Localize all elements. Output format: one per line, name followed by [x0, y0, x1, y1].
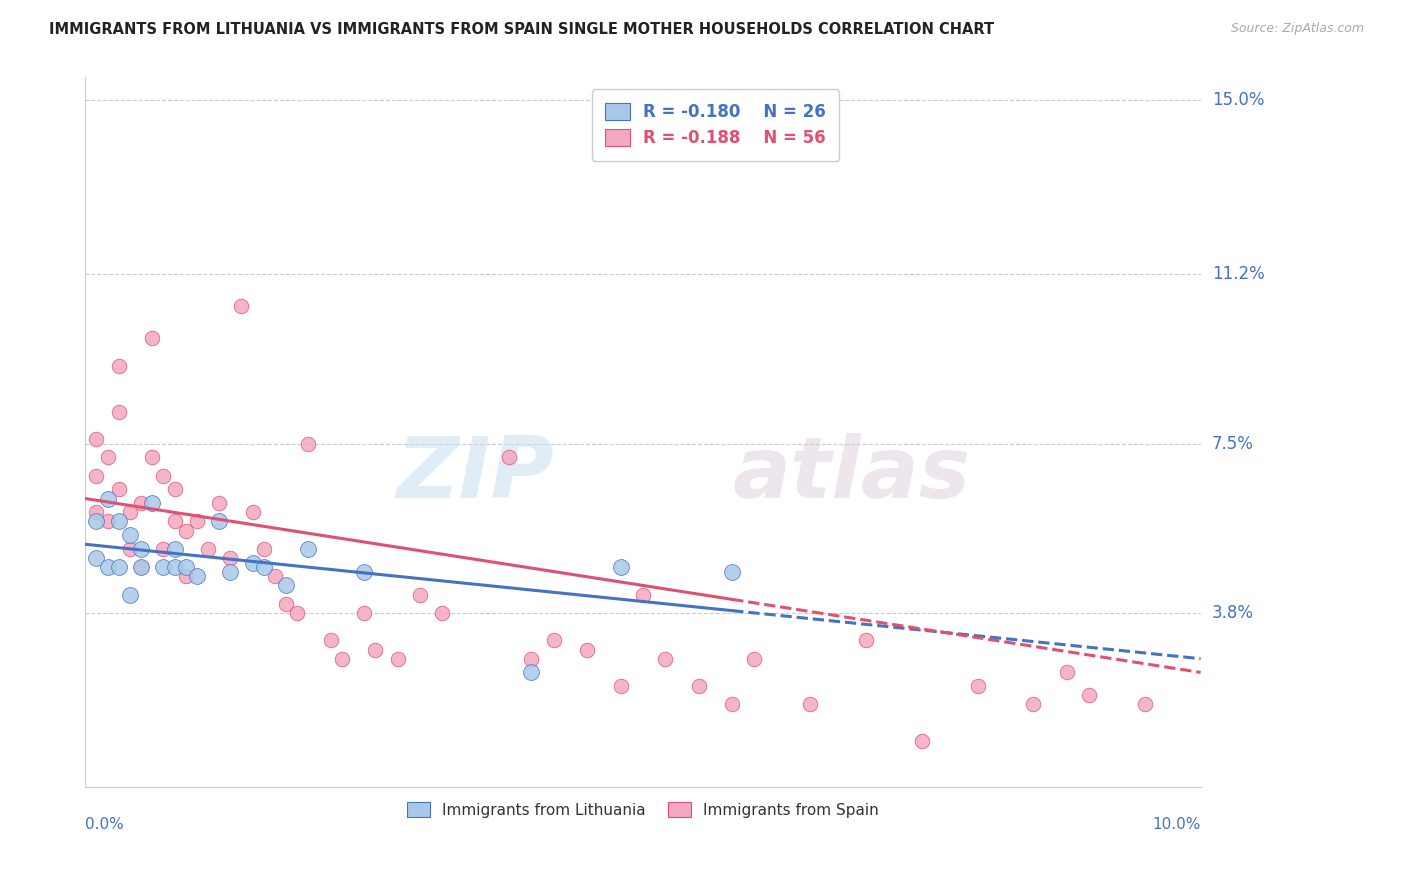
Point: [297, 436, 319, 450]
Point: [208, 496, 231, 510]
Point: [520, 651, 543, 665]
Point: [219, 565, 242, 579]
Point: [285, 606, 308, 620]
Text: IMMIGRANTS FROM LITHUANIA VS IMMIGRANTS FROM SPAIN SINGLE MOTHER HOUSEHOLDS CORR: IMMIGRANTS FROM LITHUANIA VS IMMIGRANTS …: [49, 22, 994, 37]
Point: [1056, 665, 1078, 680]
Point: [855, 633, 877, 648]
Point: [631, 588, 654, 602]
Point: [107, 515, 129, 529]
Point: [97, 515, 120, 529]
Point: [163, 560, 186, 574]
Point: [118, 588, 141, 602]
Point: [174, 524, 197, 538]
Point: [1022, 698, 1045, 712]
Point: [721, 698, 744, 712]
Point: [86, 468, 108, 483]
Point: [141, 450, 163, 465]
Point: [107, 404, 129, 418]
Point: [1133, 698, 1156, 712]
Point: [86, 515, 108, 529]
Point: [107, 560, 129, 574]
Point: [319, 633, 342, 648]
Point: [498, 450, 520, 465]
Text: Source: ZipAtlas.com: Source: ZipAtlas.com: [1230, 22, 1364, 36]
Point: [744, 651, 766, 665]
Point: [152, 468, 174, 483]
Point: [152, 560, 174, 574]
Point: [118, 528, 141, 542]
Text: 7.5%: 7.5%: [1212, 434, 1254, 452]
Point: [1078, 688, 1101, 702]
Text: 0.0%: 0.0%: [86, 817, 124, 832]
Point: [609, 560, 631, 574]
Point: [253, 560, 276, 574]
Point: [799, 698, 821, 712]
Point: [387, 651, 409, 665]
Point: [97, 450, 120, 465]
Point: [186, 515, 208, 529]
Point: [129, 560, 152, 574]
Point: [86, 505, 108, 519]
Point: [721, 565, 744, 579]
Point: [688, 679, 710, 693]
Point: [274, 578, 297, 592]
Point: [208, 515, 231, 529]
Point: [911, 734, 934, 748]
Point: [297, 541, 319, 556]
Point: [118, 541, 141, 556]
Point: [86, 551, 108, 566]
Point: [520, 665, 543, 680]
Point: [129, 541, 152, 556]
Point: [576, 642, 599, 657]
Point: [654, 651, 676, 665]
Point: [152, 541, 174, 556]
Point: [409, 588, 432, 602]
Point: [609, 679, 631, 693]
Text: atlas: atlas: [733, 434, 970, 516]
Point: [353, 606, 375, 620]
Point: [543, 633, 565, 648]
Point: [231, 299, 253, 313]
Point: [141, 496, 163, 510]
Point: [242, 556, 264, 570]
Point: [107, 359, 129, 373]
Point: [97, 491, 120, 506]
Point: [966, 679, 988, 693]
Point: [242, 505, 264, 519]
Text: ZIP: ZIP: [396, 434, 554, 516]
Point: [353, 565, 375, 579]
Text: 3.8%: 3.8%: [1212, 604, 1254, 622]
Point: [163, 483, 186, 497]
Point: [186, 569, 208, 583]
Point: [163, 541, 186, 556]
Point: [129, 560, 152, 574]
Point: [174, 569, 197, 583]
Point: [274, 597, 297, 611]
Legend: Immigrants from Lithuania, Immigrants from Spain: Immigrants from Lithuania, Immigrants fr…: [399, 794, 887, 825]
Point: [364, 642, 387, 657]
Text: 10.0%: 10.0%: [1153, 817, 1201, 832]
Point: [432, 606, 454, 620]
Point: [97, 560, 120, 574]
Text: 15.0%: 15.0%: [1212, 91, 1264, 110]
Point: [163, 515, 186, 529]
Text: 11.2%: 11.2%: [1212, 265, 1264, 284]
Point: [197, 541, 219, 556]
Point: [141, 331, 163, 345]
Point: [118, 505, 141, 519]
Point: [129, 496, 152, 510]
Point: [330, 651, 353, 665]
Point: [264, 569, 287, 583]
Point: [219, 551, 242, 566]
Point: [174, 560, 197, 574]
Point: [107, 483, 129, 497]
Point: [86, 432, 108, 446]
Point: [253, 541, 276, 556]
